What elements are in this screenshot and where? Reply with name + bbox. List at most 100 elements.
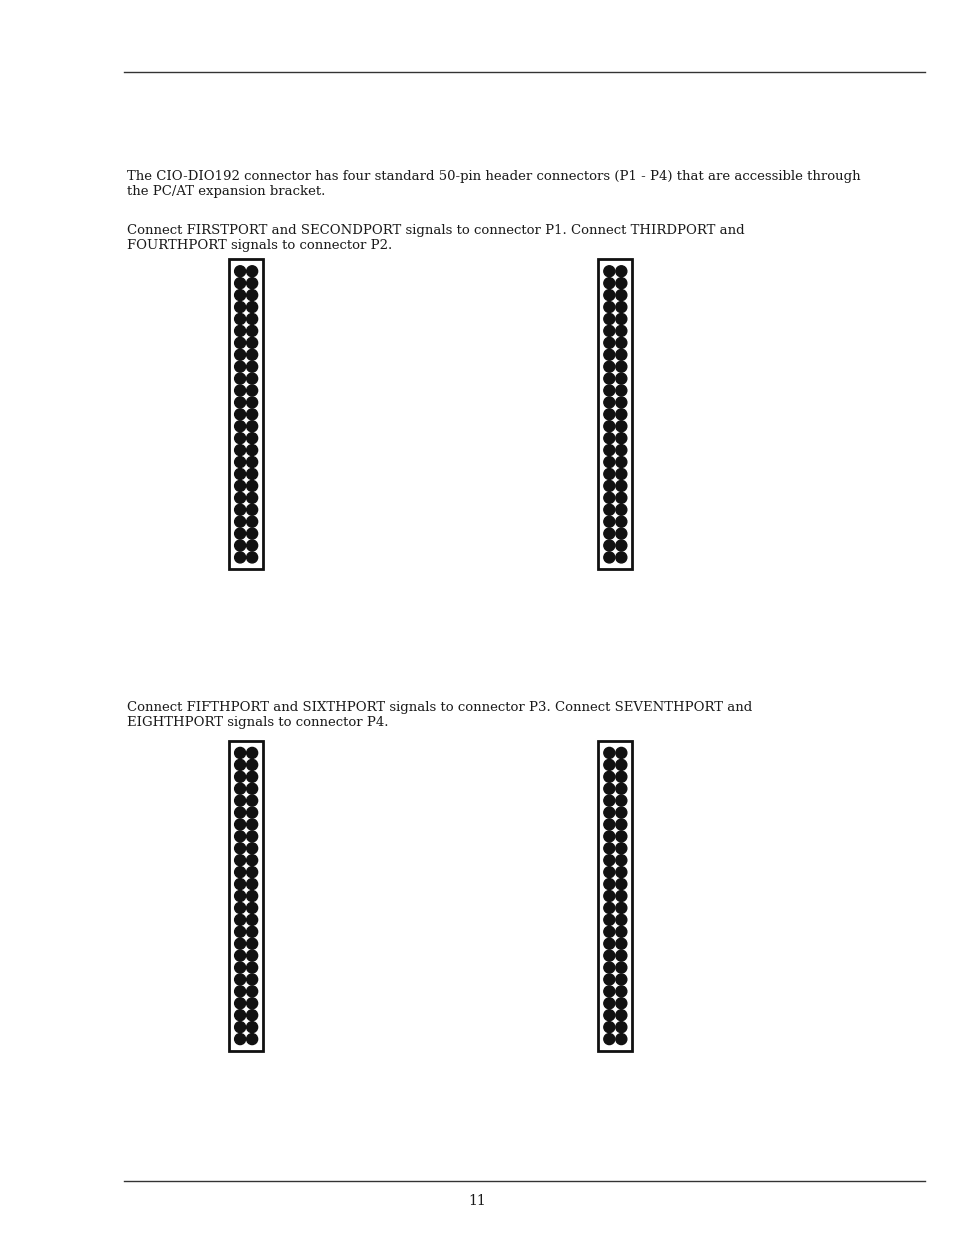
Circle shape (603, 266, 614, 277)
Circle shape (616, 350, 626, 361)
Circle shape (603, 540, 614, 551)
Circle shape (247, 926, 257, 937)
Circle shape (247, 493, 257, 504)
Circle shape (234, 819, 245, 830)
Circle shape (247, 409, 257, 420)
Circle shape (616, 468, 626, 479)
Circle shape (616, 385, 626, 396)
Circle shape (247, 795, 257, 806)
Bar (229, 741, 263, 1051)
Circle shape (247, 890, 257, 902)
Circle shape (616, 396, 626, 408)
Circle shape (247, 1021, 257, 1032)
Circle shape (603, 325, 614, 336)
Circle shape (603, 795, 614, 806)
Circle shape (616, 806, 626, 818)
Circle shape (247, 350, 257, 361)
Circle shape (234, 529, 245, 540)
Circle shape (234, 890, 245, 902)
Circle shape (247, 855, 257, 866)
Circle shape (616, 445, 626, 456)
Circle shape (616, 998, 626, 1009)
Bar (598, 741, 632, 1051)
Circle shape (616, 493, 626, 504)
Circle shape (616, 290, 626, 300)
Circle shape (603, 480, 614, 492)
Circle shape (603, 409, 614, 420)
Circle shape (234, 504, 245, 515)
Circle shape (603, 516, 614, 527)
Circle shape (616, 278, 626, 289)
Circle shape (247, 772, 257, 782)
Circle shape (234, 747, 245, 758)
Circle shape (234, 939, 245, 950)
Text: The CIO-DIO192 connector has four standard 50-pin header connectors (P1 - P4) th: The CIO-DIO192 connector has four standa… (127, 170, 860, 199)
Circle shape (234, 926, 245, 937)
Circle shape (603, 529, 614, 540)
Circle shape (616, 760, 626, 771)
Circle shape (603, 998, 614, 1009)
Circle shape (603, 914, 614, 925)
Circle shape (247, 337, 257, 348)
Circle shape (234, 986, 245, 997)
Circle shape (616, 939, 626, 950)
Circle shape (247, 986, 257, 997)
Circle shape (603, 772, 614, 782)
Circle shape (247, 903, 257, 914)
Circle shape (603, 361, 614, 372)
Circle shape (234, 290, 245, 300)
Circle shape (234, 421, 245, 432)
Circle shape (247, 290, 257, 300)
Circle shape (616, 361, 626, 372)
Circle shape (247, 806, 257, 818)
Circle shape (603, 421, 614, 432)
Circle shape (616, 962, 626, 973)
Circle shape (234, 914, 245, 925)
Circle shape (616, 552, 626, 563)
Circle shape (234, 783, 245, 794)
Circle shape (247, 540, 257, 551)
Circle shape (234, 432, 245, 443)
Circle shape (603, 468, 614, 479)
Circle shape (616, 819, 626, 830)
Circle shape (234, 855, 245, 866)
Circle shape (247, 468, 257, 479)
Circle shape (234, 760, 245, 771)
Circle shape (603, 867, 614, 878)
Circle shape (603, 783, 614, 794)
Circle shape (234, 385, 245, 396)
Circle shape (247, 1034, 257, 1045)
Circle shape (247, 432, 257, 443)
Circle shape (603, 373, 614, 384)
Circle shape (247, 974, 257, 986)
Circle shape (603, 806, 614, 818)
Circle shape (247, 373, 257, 384)
Circle shape (616, 373, 626, 384)
Circle shape (247, 747, 257, 758)
Circle shape (603, 350, 614, 361)
Circle shape (616, 783, 626, 794)
Circle shape (234, 795, 245, 806)
Circle shape (616, 986, 626, 997)
Circle shape (247, 385, 257, 396)
Circle shape (234, 445, 245, 456)
Circle shape (247, 819, 257, 830)
Circle shape (603, 445, 614, 456)
Circle shape (247, 314, 257, 325)
Circle shape (247, 266, 257, 277)
Circle shape (616, 540, 626, 551)
Circle shape (247, 445, 257, 456)
Circle shape (234, 301, 245, 312)
Circle shape (616, 432, 626, 443)
Circle shape (247, 516, 257, 527)
Circle shape (603, 831, 614, 842)
Circle shape (234, 903, 245, 914)
Circle shape (603, 842, 614, 853)
Circle shape (234, 950, 245, 961)
Circle shape (603, 301, 614, 312)
Circle shape (603, 1021, 614, 1032)
Circle shape (234, 373, 245, 384)
Circle shape (603, 457, 614, 468)
Circle shape (616, 903, 626, 914)
Circle shape (247, 301, 257, 312)
